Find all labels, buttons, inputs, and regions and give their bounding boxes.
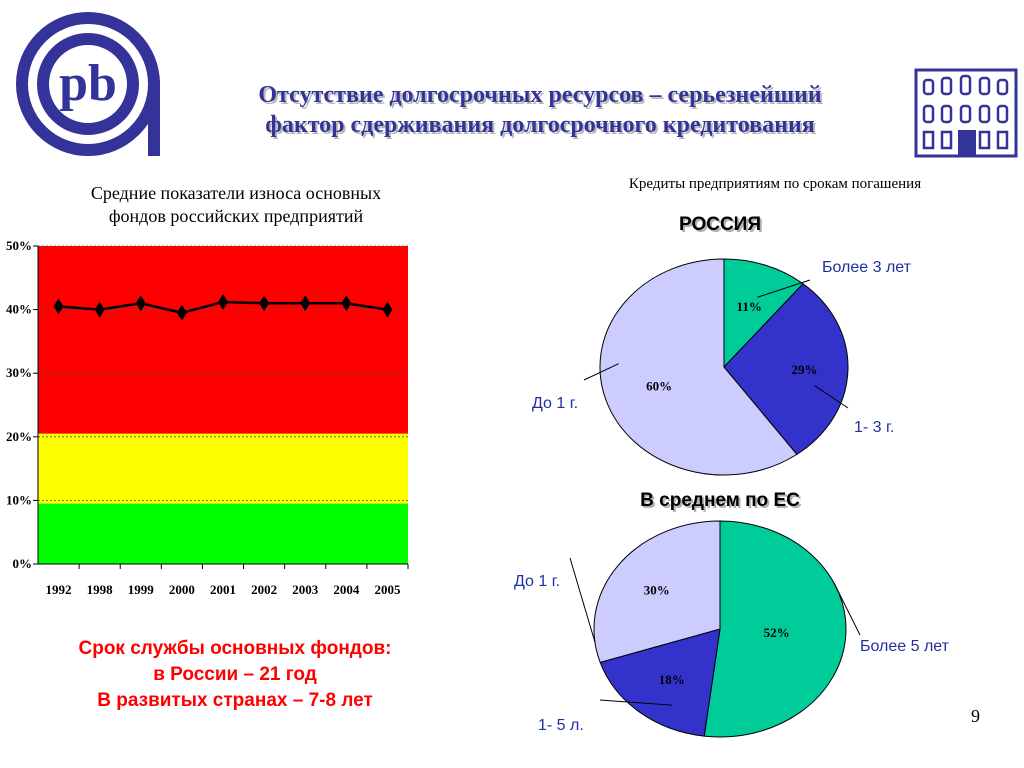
wear-data-point (382, 301, 393, 318)
wear-data-point (176, 304, 187, 321)
x-tick-label: 1992 (46, 582, 72, 597)
pie-slice-0 (703, 520, 847, 738)
y-tick-label: 10% (6, 492, 32, 507)
eu-pie-chart: 52% Более 5 лет 18% 1- 5 л. 30% До 1 г. (514, 520, 950, 738)
pie-leader-line (583, 363, 619, 381)
zone-band-2 (38, 246, 408, 434)
pie-slice-label: 1- 5 л. (538, 717, 584, 734)
x-tick-label: 2000 (169, 582, 195, 597)
eu-pie-heading: В среднем по ЕС (640, 490, 800, 511)
pie-slice-percent: 29% (792, 362, 818, 377)
x-tick-label: 2002 (251, 582, 277, 597)
wear-data-point (218, 293, 228, 310)
pie-slice-label: Более 5 лет (860, 638, 950, 655)
wear-chart-title-line1: Средние показатели износа основных (90, 183, 382, 203)
x-tick-label: 2001 (210, 582, 236, 597)
loans-chart-title: Кредиты предприятиям по срокам погашения (628, 176, 922, 192)
wear-data-point (135, 295, 146, 312)
wear-chart-title-line2: фондов российских предприятий (108, 206, 364, 226)
russia-pie-heading: РОССИЯ (679, 214, 761, 235)
logo-text: pb (59, 55, 117, 112)
pie-leader-line (569, 557, 596, 643)
wear-data-point (94, 301, 105, 318)
y-tick-label: 50% (6, 238, 32, 253)
slide-number: 9 (971, 706, 980, 726)
y-tick-label: 40% (6, 302, 32, 317)
pie-slice-1 (723, 283, 849, 456)
zone-band-0 (38, 503, 408, 564)
x-tick-label: 2005 (374, 582, 401, 597)
pie-slice-percent: 52% (764, 625, 790, 640)
service-life-note: Срок службы основных фондов: в России – … (20, 636, 450, 714)
pie-slice-label: 1- 3 г. (854, 419, 894, 436)
wear-data-point (259, 295, 270, 312)
zone-band-1 (38, 433, 408, 504)
x-tick-label: 1998 (87, 582, 114, 597)
pie-leader-line (599, 699, 673, 706)
pie-slice-label: До 1 г. (532, 395, 578, 412)
y-tick-label: 0% (13, 556, 33, 571)
wear-line-chart: 0% 10% 20% 30% 40% 50% 1992 1998 1999 2000 2001 200… (6, 238, 416, 606)
pie-leader-line (757, 279, 811, 298)
pie-slice-percent: 11% (737, 299, 762, 314)
pie-leader-line (833, 583, 861, 636)
note-line2: в России – 21 год (153, 664, 317, 685)
pie-slice-percent: 18% (659, 672, 685, 687)
pie-slice-2 (599, 258, 798, 476)
pie-slice-0 (723, 258, 804, 369)
pie-slice-label: Более 3 лет (822, 259, 912, 276)
pie-slice-label: До 1 г. (514, 573, 560, 590)
wear-data-point (53, 298, 64, 315)
russia-pie-chart: 11% Более 3 лет 29% 1- 3 г. 60% До 1 г. (532, 258, 912, 476)
x-tick-label: 2003 (292, 582, 319, 597)
x-tick-label: 2004 (333, 582, 360, 597)
note-line3: В развитых странах – 7-8 лет (97, 690, 373, 711)
wear-data-point (300, 295, 311, 312)
wear-data-point (341, 295, 352, 312)
y-tick-label: 30% (6, 365, 32, 380)
wear-chart-title: Средние показатели износа основных фондо… (20, 182, 452, 228)
page-title: Отсутствие долгосрочных ресурсов – серье… (180, 80, 900, 140)
y-tick-label: 20% (6, 429, 32, 444)
note-line1: Срок службы основных фондов: (78, 638, 392, 659)
pie-leader-line (814, 385, 849, 409)
pie-slice-percent: 60% (646, 378, 672, 393)
x-tick-label: 1999 (128, 582, 155, 597)
building-icon (914, 68, 1018, 158)
pb-bank-logo-icon: pb (16, 12, 160, 156)
page-title-line1: Отсутствие долгосрочных ресурсов – серье… (258, 82, 822, 108)
pie-slice-1 (599, 628, 721, 737)
page-title-line2: фактор сдерживания долгосрочного кредито… (265, 112, 815, 138)
pie-slice-percent: 30% (644, 583, 670, 598)
